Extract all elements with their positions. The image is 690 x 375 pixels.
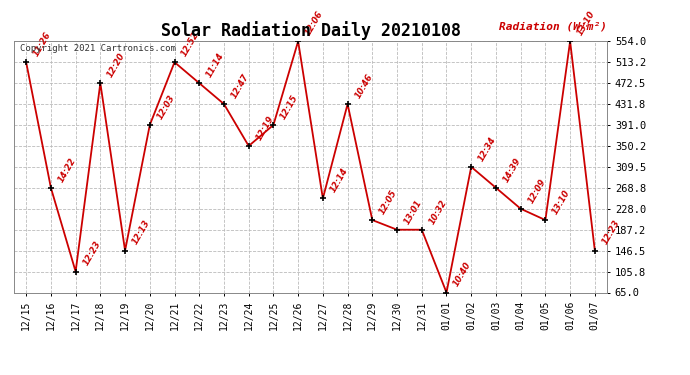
Text: 10:40: 10:40: [452, 261, 473, 288]
Text: 10:46: 10:46: [353, 72, 375, 100]
Text: 13:10: 13:10: [551, 188, 572, 216]
Text: 12:19: 12:19: [254, 114, 275, 142]
Text: 12:34: 12:34: [477, 135, 498, 163]
Title: Solar Radiation Daily 20210108: Solar Radiation Daily 20210108: [161, 21, 460, 40]
Text: 14:39: 14:39: [502, 156, 523, 184]
Text: 13:01: 13:01: [402, 198, 424, 225]
Text: Copyright 2021 Cartronics.com: Copyright 2021 Cartronics.com: [20, 44, 176, 53]
Text: Radiation (W/m²): Radiation (W/m²): [499, 21, 607, 31]
Text: 12:06: 12:06: [304, 9, 325, 37]
Text: 12:03: 12:03: [155, 93, 177, 121]
Text: 12:13: 12:13: [130, 219, 152, 246]
Text: 10:32: 10:32: [427, 198, 449, 225]
Text: 12:05: 12:05: [378, 188, 399, 216]
Text: 12:14: 12:14: [328, 166, 350, 194]
Text: 13:10: 13:10: [575, 9, 597, 37]
Text: 12:23: 12:23: [81, 240, 102, 267]
Text: 12:15: 12:15: [279, 93, 300, 121]
Text: 12:20: 12:20: [106, 51, 127, 79]
Text: 12:52: 12:52: [180, 30, 201, 58]
Text: 11:14: 11:14: [205, 51, 226, 79]
Text: 11:26: 11:26: [32, 30, 53, 58]
Text: 14:22: 14:22: [57, 156, 78, 184]
Text: 12:47: 12:47: [230, 72, 250, 100]
Text: 12:23: 12:23: [600, 219, 622, 246]
Text: 12:09: 12:09: [526, 177, 547, 205]
